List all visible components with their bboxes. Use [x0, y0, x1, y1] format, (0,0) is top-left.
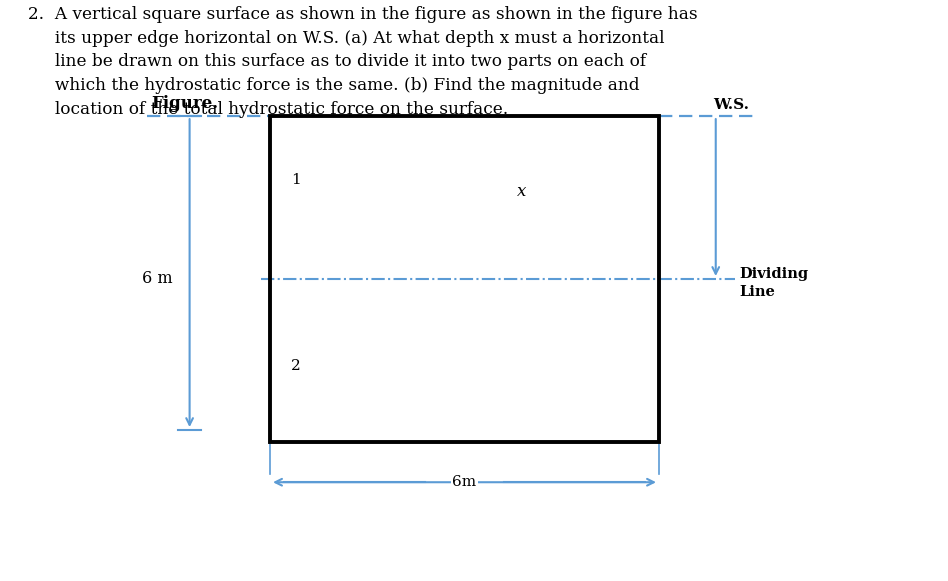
Text: 2: 2: [291, 359, 301, 373]
Text: x: x: [517, 183, 526, 200]
Text: 6 m: 6 m: [142, 270, 173, 288]
Text: 1: 1: [291, 173, 301, 187]
Text: Dividing
Line: Dividing Line: [739, 267, 809, 299]
Text: 2.  A vertical square surface as shown in the figure as shown in the figure has
: 2. A vertical square surface as shown in…: [28, 6, 698, 118]
Text: 6m: 6m: [452, 475, 477, 489]
Text: W.S.: W.S.: [713, 98, 749, 112]
Text: Figure.: Figure.: [152, 95, 219, 112]
